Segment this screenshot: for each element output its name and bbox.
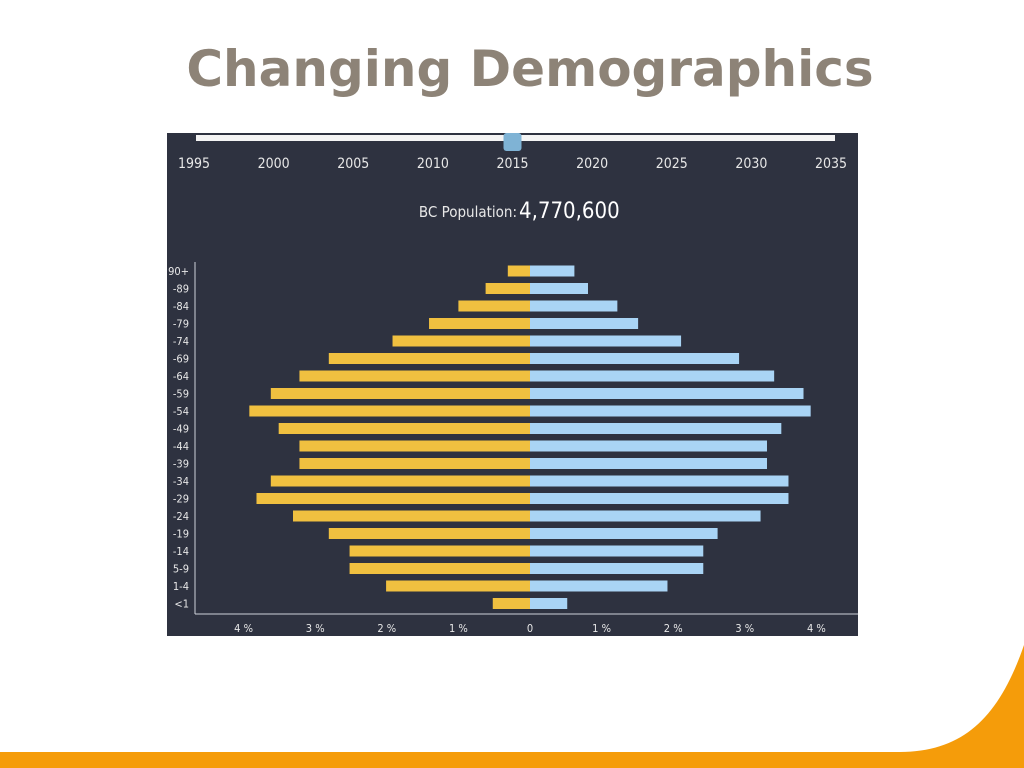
bar-right-15 <box>530 528 718 539</box>
year-label-2015[interactable]: 2015 <box>496 156 528 172</box>
bar-left-15 <box>328 528 530 539</box>
bar-right-2 <box>530 300 618 312</box>
age-label: -64 <box>173 370 189 383</box>
bar-left-6 <box>299 370 530 382</box>
slide-title: Changing Demographics <box>186 40 874 98</box>
age-label: -79 <box>173 318 189 331</box>
bar-right-11 <box>530 458 767 469</box>
bar-right-9 <box>530 423 782 434</box>
bar-left-19 <box>492 598 530 609</box>
age-label: 5-9 <box>173 563 189 576</box>
bar-left-18 <box>386 580 530 592</box>
bar-left-16 <box>349 545 530 557</box>
age-label: -59 <box>173 388 189 401</box>
age-label: -49 <box>173 423 189 436</box>
age-label: -19 <box>173 528 189 541</box>
age-label: -84 <box>173 300 189 313</box>
bar-left-7 <box>270 388 530 399</box>
bar-left-9 <box>278 423 530 434</box>
bar-left-17 <box>349 563 530 574</box>
bar-left-5 <box>328 353 530 364</box>
x-tick-label: 4 % <box>807 622 826 635</box>
age-label: -74 <box>173 335 189 348</box>
age-label: -89 <box>173 283 189 296</box>
age-label: -39 <box>173 458 189 471</box>
bar-left-14 <box>293 510 530 522</box>
x-tick-label: 1 % <box>592 622 611 635</box>
year-label-1995[interactable]: 1995 <box>178 156 210 172</box>
bar-right-7 <box>530 388 804 399</box>
bar-right-5 <box>530 353 740 364</box>
bar-left-12 <box>270 475 530 487</box>
bar-left-11 <box>299 458 530 469</box>
age-label: -34 <box>173 475 189 488</box>
bar-right-10 <box>530 440 767 452</box>
age-label: <1 <box>174 598 189 611</box>
population-value: 4,770,600 <box>519 199 620 224</box>
population-pyramid-chart: 1995 2000 2005 2010 2015 2020 2025 2030 2035 BC … <box>168 133 858 635</box>
age-label: -54 <box>173 405 189 418</box>
bar-left-8 <box>249 405 530 417</box>
bar-right-16 <box>530 545 704 557</box>
bar-right-12 <box>530 475 789 487</box>
year-label-2035[interactable]: 2035 <box>815 156 847 172</box>
bar-left-3 <box>429 318 530 329</box>
x-tick-label: 2 % <box>377 622 396 635</box>
bar-left-13 <box>256 493 530 504</box>
age-label: 90+ <box>168 265 189 278</box>
age-label: 1-4 <box>173 580 189 593</box>
bar-right-8 <box>530 405 811 417</box>
population-label: BC Population: <box>419 203 517 221</box>
x-tick-label: 4 % <box>234 622 253 635</box>
bar-right-14 <box>530 510 761 522</box>
slider-handle[interactable] <box>503 133 522 151</box>
bar-right-4 <box>530 335 682 347</box>
year-label-2030[interactable]: 2030 <box>735 156 767 172</box>
bar-right-0 <box>530 265 575 277</box>
age-label: -14 <box>173 545 189 558</box>
year-label-2025[interactable]: 2025 <box>656 156 688 172</box>
bar-right-17 <box>530 563 704 574</box>
x-tick-label: 0 <box>527 622 533 635</box>
bar-right-6 <box>530 370 775 382</box>
bar-left-10 <box>299 440 530 452</box>
bar-right-3 <box>530 318 639 329</box>
bar-right-19 <box>530 598 568 609</box>
year-label-2005[interactable]: 2005 <box>337 156 369 172</box>
age-label: -44 <box>173 440 189 453</box>
year-label-2010[interactable]: 2010 <box>417 156 449 172</box>
bar-left-4 <box>392 335 530 347</box>
x-tick-label: 3 % <box>306 622 325 635</box>
x-tick-label: 2 % <box>664 622 683 635</box>
age-label: -69 <box>173 353 189 366</box>
bar-right-18 <box>530 580 668 592</box>
year-label-2020[interactable]: 2020 <box>576 156 608 172</box>
bar-left-1 <box>485 283 530 294</box>
year-label-2000[interactable]: 2000 <box>258 156 290 172</box>
bar-right-13 <box>530 493 789 504</box>
bar-left-2 <box>458 300 530 312</box>
x-tick-label: 3 % <box>735 622 754 635</box>
age-label: -29 <box>173 493 189 506</box>
population-pyramid-panel: 1995 2000 2005 2010 2015 2020 2025 2030 2035 BC … <box>167 133 858 636</box>
x-tick-label: 1 % <box>449 622 468 635</box>
bar-right-1 <box>530 283 588 294</box>
age-label: -24 <box>173 510 189 523</box>
orange-swoosh <box>0 645 1024 768</box>
bar-left-0 <box>507 265 530 277</box>
